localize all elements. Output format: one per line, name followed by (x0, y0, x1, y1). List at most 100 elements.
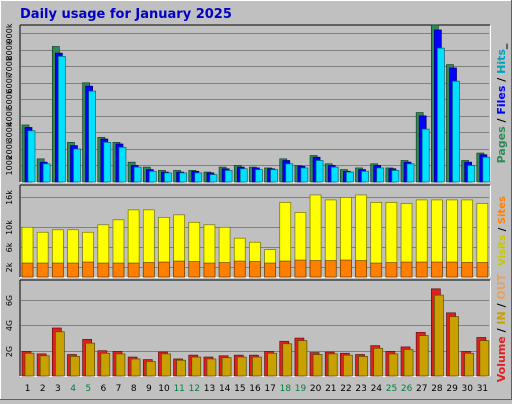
sites-bar (415, 261, 428, 278)
hits-bar (361, 170, 369, 183)
sites-bar (51, 262, 64, 278)
x-tick-label: 8 (131, 384, 137, 394)
x-tick-label: 18 (280, 384, 292, 394)
hits-bar (179, 172, 187, 183)
hits-bar (406, 163, 415, 183)
sites-bar (461, 262, 474, 278)
sites-bar (112, 262, 125, 278)
y-tick-label: 700k (5, 56, 14, 76)
volume_out-bar (161, 353, 171, 377)
volume_out-bar (267, 352, 277, 377)
y-tick-label: 6k (5, 242, 14, 252)
hits-bar (73, 148, 81, 183)
x-tick-label: 12 (189, 384, 200, 394)
legend-label-part: Hits (495, 49, 508, 74)
y-tick-label: 6G (5, 295, 14, 306)
volume_out-bar (388, 353, 399, 377)
volume_out-bar (85, 342, 95, 377)
hits-bar (437, 47, 445, 183)
sites-bar (203, 262, 216, 278)
sites-bar (218, 262, 231, 278)
sites-bar (264, 262, 276, 278)
sites-bar (400, 261, 413, 278)
volume_out-bar (464, 352, 475, 377)
volume_out-bar (24, 352, 35, 377)
x-tick-label: 23 (355, 384, 366, 394)
hits-bar (346, 171, 354, 183)
hits-bar (285, 163, 294, 183)
sites-bar (446, 261, 458, 278)
y-tick-label: 500k (5, 89, 14, 109)
x-tick-label: 13 (204, 384, 215, 394)
sites-bar (233, 260, 246, 278)
panel-legend-label: Visits / Sites (497, 196, 508, 266)
panel-legend-label: Pages / Files / Hits_ (495, 43, 508, 163)
hits-bar (88, 90, 96, 183)
y-tick-label: 100k (5, 155, 14, 175)
x-tick-label: 9 (146, 384, 152, 394)
x-tick-label: 11 (173, 384, 184, 394)
x-tick-label: 4 (70, 384, 76, 394)
y-tick-label: 600k (5, 73, 14, 93)
hits-bar (148, 170, 157, 183)
legend-label-part: / (495, 300, 508, 312)
sites-bar (279, 260, 292, 278)
volume_out-bar (312, 354, 323, 377)
hits-bar (330, 166, 339, 183)
volume_out-bar (145, 361, 156, 377)
hits-bar (27, 130, 36, 183)
sites-bar (294, 259, 307, 278)
volume_out-bar (54, 331, 65, 377)
sites-bar (249, 261, 261, 278)
volume_out-bar (115, 353, 126, 377)
hits-bar (255, 169, 263, 183)
volume_out-bar (343, 354, 353, 377)
hits-bar (103, 141, 112, 183)
volume_out-bar (70, 356, 80, 377)
sites-bar (97, 262, 110, 278)
legend-label-part: Files (495, 85, 508, 115)
legend-label-part: / (497, 224, 508, 235)
y-tick-label: 16k (5, 190, 14, 205)
legend-label-part: Pages (495, 126, 508, 164)
volume_out-bar (358, 356, 368, 377)
volume_out-bar (479, 340, 490, 377)
x-tick-label: 27 (416, 384, 427, 394)
x-tick-label: 14 (219, 384, 231, 394)
sites-bar (431, 261, 443, 278)
legend-label-part: OUT (495, 273, 508, 299)
hits-bar (57, 56, 66, 183)
volume_out-bar (282, 343, 293, 377)
sites-bar (173, 260, 185, 278)
y-tick-label: 300k (5, 122, 14, 142)
hits-bar (315, 160, 324, 183)
y-tick-label: 4G (5, 320, 14, 331)
x-tick-label: 20 (310, 384, 322, 394)
volume_out-bar (236, 356, 247, 377)
y-tick-label: 800k (5, 40, 14, 60)
x-tick-label: 10 (158, 384, 170, 394)
panel-legend-label: Volume / IN / OUT (495, 273, 508, 382)
sites-bar (188, 261, 201, 278)
x-tick-label: 2 (40, 384, 46, 394)
legend-label-part: Volume (495, 336, 508, 382)
volume_out-bar (252, 356, 262, 377)
x-tick-label: 7 (116, 384, 122, 394)
sites-bar (355, 260, 367, 278)
x-tick-label: 3 (55, 384, 61, 394)
x-tick-label: 26 (401, 384, 413, 394)
x-tick-label: 31 (477, 384, 488, 394)
sites-bar (82, 261, 94, 278)
hits-bar (452, 80, 460, 183)
hits-bar (270, 169, 278, 183)
sites-bar (370, 262, 383, 278)
volume_out-bar (434, 294, 444, 377)
x-tick-label: 29 (446, 384, 458, 394)
volume_out-bar (297, 340, 308, 377)
volume_out-bar (176, 359, 186, 377)
hits-bar (224, 170, 233, 183)
legend-label-part: / (495, 74, 508, 86)
volume_out-bar (449, 316, 459, 377)
y-tick-label: 900k (5, 23, 14, 43)
